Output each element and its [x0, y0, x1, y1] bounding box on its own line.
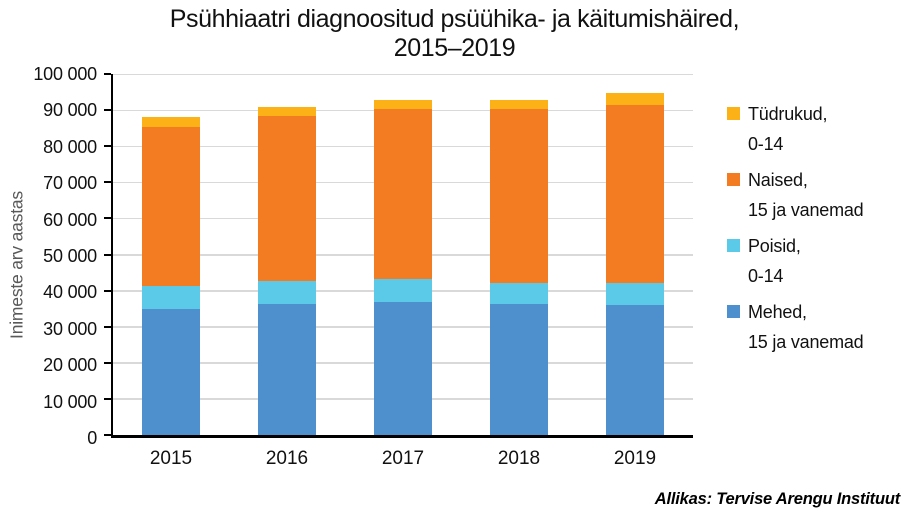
bar-2015-poisid	[142, 286, 200, 309]
bar-2019-poisid	[606, 283, 664, 306]
bar-2016-tydrukud	[258, 106, 316, 116]
bar-2016-poisid	[258, 281, 316, 304]
chart-title-line2: 2015–2019	[393, 34, 516, 62]
legend-label-poisid-line2: 0-14	[748, 266, 784, 286]
y-tick-label-60000: 60 000	[43, 209, 97, 230]
legend-label-naised-line2: 15 ja vanemad	[748, 200, 864, 220]
gridline-100000	[113, 73, 693, 75]
chart-title: Psühhiaatri diagnoositud psüühika- ja kä…	[20, 5, 889, 63]
bar-2016-naised	[258, 115, 316, 282]
y-tick-label-70000: 70 000	[43, 173, 97, 194]
y-tick-30000	[104, 325, 111, 328]
legend-swatch-naised	[727, 173, 740, 186]
y-tick-label-100000: 100 000	[33, 64, 97, 84]
bar-2015-mehed	[142, 308, 200, 435]
y-tick-label-0: 0	[87, 428, 97, 448]
legend-swatch-mehed	[727, 305, 740, 318]
legend-label-mehed-line2: 15 ja vanemad	[748, 332, 864, 352]
y-tick-label-80000: 80 000	[43, 136, 97, 157]
y-tick-10000	[104, 397, 111, 400]
x-tick-label-2016: 2016	[265, 448, 309, 469]
legend-swatch-tydrukud	[727, 107, 740, 120]
y-tick-70000	[104, 181, 111, 184]
bar-2017-poisid	[374, 278, 432, 303]
legend-item-mehed: Mehed, 15 ja vanemad	[727, 297, 905, 357]
plot-area	[104, 73, 693, 438]
y-tick-0	[104, 434, 111, 436]
bar-2018-naised	[490, 109, 548, 284]
bar-2015-tydrukud	[142, 116, 200, 127]
y-tick-label-30000: 30 000	[43, 318, 97, 339]
legend-label-tydrukud-line1: Tüdrukud,	[748, 104, 828, 124]
legend-label-tydrukud: Tüdrukud, 0-14	[748, 99, 827, 159]
legend-item-naised: Naised, 15 ja vanemad	[727, 165, 905, 225]
legend-label-tydrukud-line2: 0-14	[748, 134, 784, 154]
bar-2017-naised	[374, 109, 432, 279]
chart-title-line1: Psühhiaatri diagnoositud psüühika- ja kä…	[169, 5, 740, 33]
y-tick-20000	[104, 361, 111, 364]
legend-label-mehed-line1: Mehed,	[748, 302, 807, 322]
y-tick-100000	[104, 73, 111, 75]
legend-item-tydrukud: Tüdrukud, 0-14	[727, 99, 905, 159]
bar-2015-naised	[142, 126, 200, 287]
y-tick-label-90000: 90 000	[43, 100, 97, 121]
y-tick-label-40000: 40 000	[43, 282, 97, 303]
y-tick-90000	[104, 109, 111, 112]
y-tick-60000	[104, 217, 111, 220]
legend-label-naised: Naised, 15 ja vanemad	[748, 165, 864, 225]
y-tick-label-10000: 10 000	[43, 391, 97, 412]
y-axis-tick-labels: 0 10 000 20 000 30 000 40 000 50 000 60 000 70 …	[0, 64, 103, 448]
y-tick-40000	[104, 289, 111, 292]
x-tick-label-2017: 2017	[381, 448, 425, 469]
y-tick-label-20000: 20 000	[43, 355, 97, 376]
bar-2016-mehed	[258, 303, 316, 435]
x-axis-tick-labels: 2015 2016 2017 2018 2019	[113, 447, 693, 471]
legend-swatch-poisid	[727, 239, 740, 252]
x-tick-label-2019: 2019	[613, 448, 657, 469]
legend-label-mehed: Mehed, 15 ja vanemad	[748, 297, 864, 357]
legend: Tüdrukud, 0-14 Naised, 15 ja vanemad Poi…	[727, 99, 905, 363]
bar-2019-mehed	[606, 305, 664, 435]
legend-label-poisid-line1: Poisid,	[748, 236, 801, 256]
bar-2017-tydrukud	[374, 99, 432, 110]
legend-item-poisid: Poisid, 0-14	[727, 231, 905, 291]
y-tick-50000	[104, 253, 111, 256]
bar-2019-naised	[606, 105, 664, 284]
source-note: Allikas: Tervise Arengu Instituut	[654, 490, 900, 508]
y-tick-80000	[104, 145, 111, 148]
bar-2019-tydrukud	[606, 93, 664, 106]
bar-2018-poisid	[490, 283, 548, 304]
bar-2017-mehed	[374, 302, 432, 435]
x-tick-label-2018: 2018	[497, 448, 541, 469]
y-tick-label-50000: 50 000	[43, 246, 97, 266]
bar-2018-tydrukud	[490, 99, 548, 110]
legend-label-poisid: Poisid, 0-14	[748, 231, 801, 291]
legend-label-naised-line1: Naised,	[748, 170, 808, 190]
bar-2018-mehed	[490, 303, 548, 435]
x-tick-label-2015: 2015	[149, 448, 193, 469]
